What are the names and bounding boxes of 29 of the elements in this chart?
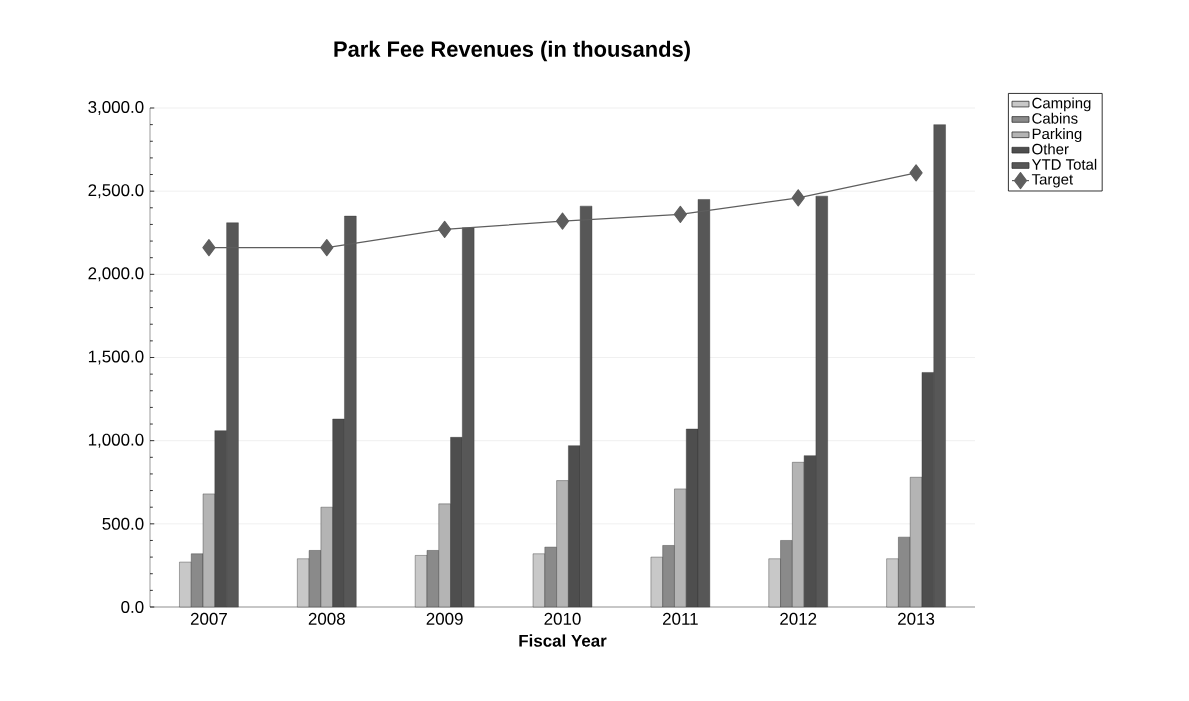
point bbox=[909, 164, 923, 182]
x-tick-label: 2010 bbox=[544, 612, 581, 625]
point bbox=[438, 220, 452, 239]
point bbox=[555, 212, 570, 230]
y-tick-label: 2,500.0 bbox=[88, 184, 144, 199]
x-tick-label: 2008 bbox=[308, 612, 345, 625]
x-tick-label: 2011 bbox=[663, 612, 698, 625]
point bbox=[202, 239, 216, 257]
point bbox=[673, 205, 687, 224]
legend-label: Cabins bbox=[1032, 112, 1078, 124]
y-tick-label: 500.0 bbox=[102, 517, 144, 530]
y-tick-label: 3,000.0 bbox=[88, 100, 144, 115]
x-axis-title: Fiscal Year bbox=[519, 634, 607, 647]
legend-label: YTD Total bbox=[1031, 158, 1097, 170]
x-tick-label: 2009 bbox=[426, 612, 463, 625]
x-tick-label: 2007 bbox=[190, 612, 227, 625]
legend-label: Target bbox=[1031, 174, 1074, 188]
legend-label: Other bbox=[1032, 143, 1069, 155]
y-tick-label: 1,500.0 bbox=[88, 350, 144, 365]
legend-label: Parking bbox=[1032, 128, 1082, 143]
legend-label: Camping bbox=[1032, 97, 1091, 112]
y-tick-label: 0.0 bbox=[121, 601, 144, 613]
y-tick-label: 2,000.0 bbox=[88, 267, 144, 282]
x-tick-label: 2012 bbox=[780, 612, 817, 625]
y-tick-label: 1,000.0 bbox=[88, 433, 144, 448]
point bbox=[791, 189, 805, 207]
x-tick-label: 2013 bbox=[898, 612, 935, 625]
chart-title: Park Fee Revenues (in thousands) bbox=[334, 40, 690, 62]
point bbox=[320, 239, 334, 257]
